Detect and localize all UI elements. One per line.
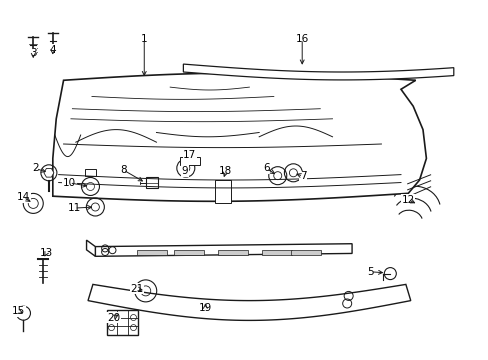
Text: 15: 15 (12, 306, 25, 316)
Text: 6: 6 (263, 163, 269, 174)
Text: 17: 17 (183, 150, 196, 160)
Polygon shape (215, 180, 230, 203)
Text: 1: 1 (141, 34, 147, 44)
Text: 4: 4 (49, 45, 56, 55)
Text: 14: 14 (17, 192, 30, 202)
Polygon shape (180, 157, 200, 165)
Text: 21: 21 (130, 284, 143, 294)
Polygon shape (86, 240, 95, 256)
Polygon shape (106, 310, 138, 335)
Polygon shape (137, 250, 167, 255)
Text: 7: 7 (299, 171, 306, 181)
Polygon shape (173, 250, 203, 255)
Polygon shape (88, 284, 410, 320)
Text: 16: 16 (295, 34, 308, 44)
Text: 20: 20 (107, 312, 120, 323)
Polygon shape (53, 73, 426, 201)
Text: 2: 2 (32, 163, 39, 174)
Text: 13: 13 (40, 248, 53, 258)
Text: 3: 3 (30, 48, 37, 58)
Text: 12: 12 (401, 195, 414, 205)
Polygon shape (44, 168, 54, 177)
Text: 5: 5 (366, 267, 373, 277)
Polygon shape (261, 250, 291, 255)
Text: 9: 9 (181, 166, 188, 176)
Text: 18: 18 (219, 166, 232, 176)
Polygon shape (217, 250, 247, 255)
Polygon shape (84, 169, 96, 176)
Polygon shape (290, 250, 321, 255)
Polygon shape (95, 244, 351, 256)
Text: 11: 11 (67, 203, 81, 213)
Text: 8: 8 (120, 165, 126, 175)
Text: 19: 19 (198, 303, 212, 313)
Text: 10: 10 (63, 178, 76, 188)
Polygon shape (145, 177, 158, 188)
Polygon shape (183, 64, 453, 80)
